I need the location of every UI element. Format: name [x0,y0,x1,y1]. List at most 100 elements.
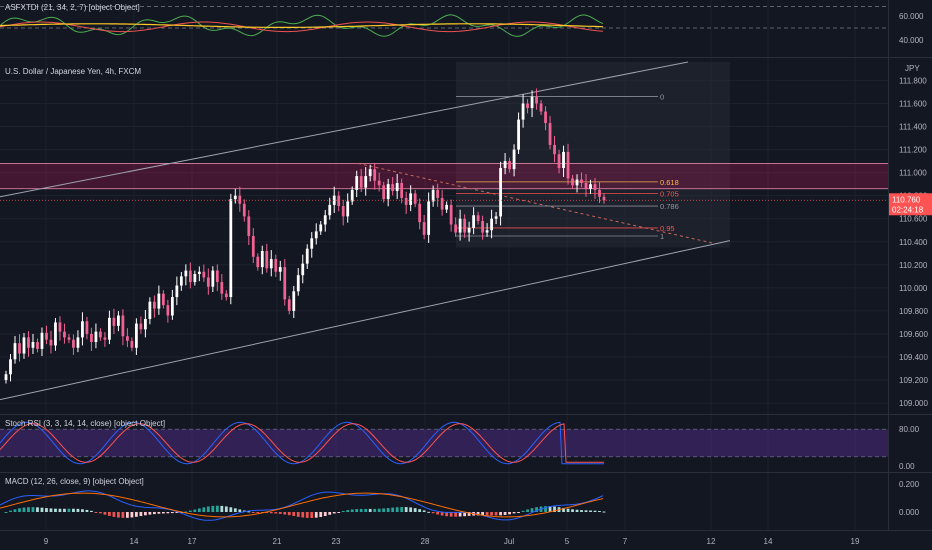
candle [40,327,44,357]
macd-histogram-bar [503,512,507,515]
candle-body [292,291,296,311]
candle [391,177,395,196]
candle-body [391,184,395,192]
trend-line-dashed[interactable] [357,162,713,244]
x-tick-label: 19 [851,537,860,546]
candle [526,99,529,114]
macd-histogram-bar [9,510,12,512]
macd-legend: MACD (12, 26, close, 9) [object Object] [5,477,144,486]
macd-histogram-bar [94,512,98,513]
candle-body [346,201,350,217]
candle [63,323,66,344]
candle [76,330,80,353]
candle-body [602,196,606,201]
candle-body [544,111,547,124]
candle-body [508,161,511,170]
drawing-box[interactable] [456,62,730,248]
candle-body [265,250,269,269]
candle [224,290,228,301]
candle-body [503,161,507,169]
macd-histogram-bar [427,511,431,513]
candle-body [517,119,520,150]
channel-upper[interactable] [0,61,689,198]
candle [481,215,484,240]
candle [454,217,458,237]
candle [134,318,138,355]
currency-label: JPY [905,64,920,73]
macd-histogram-bar [103,512,107,515]
candle-body [278,267,282,272]
channel-lower[interactable] [0,240,731,401]
macd-tick-label: 0.200 [899,480,920,489]
candle [103,332,107,347]
candle-body [4,374,8,381]
candle-body [571,178,574,186]
fib-level-label: 0.95 [660,224,675,233]
candle [382,181,386,203]
candle [152,295,156,318]
macd-histogram-bar [278,512,282,514]
candle [485,223,489,237]
candle [562,145,565,178]
supply-zone[interactable] [0,163,888,189]
candle-body [130,340,134,348]
candle [296,268,300,296]
macd-histogram-bar [233,508,237,512]
candle [377,172,381,192]
y-tick-label: 109.200 [899,376,928,385]
candle-body [36,342,39,349]
macd-histogram-bar [45,508,48,512]
macd-histogram-bar [251,512,255,513]
candle-body [13,343,17,360]
x-tick-label: 28 [421,537,430,546]
price-pane[interactable]: 0 0.618 0.705 0.786 0.951 [0,61,888,401]
candle [94,323,98,349]
candle [557,149,561,174]
candle [341,199,345,226]
candle-body [386,184,390,200]
macd-histogram-bar [544,506,547,512]
macd-histogram-bar [256,512,260,513]
macd-histogram-bar [328,512,332,515]
candle [490,209,493,239]
candle [175,276,179,306]
macd-histogram-bar [485,512,489,516]
candle-body [90,333,93,343]
macd-histogram-bar [31,507,35,512]
macd-histogram-bar [508,512,511,515]
macd-histogram-bar [265,512,269,514]
candle [467,221,471,242]
macd-histogram-bar [391,507,395,512]
candle [251,227,255,263]
macd-histogram-bar [512,512,516,514]
macd-histogram-bar [431,512,435,514]
candle-body [242,203,246,217]
candle [463,214,467,238]
candle-body [521,103,525,120]
macd-histogram-bar [22,507,26,512]
candle [598,181,601,204]
macd-histogram-bar [292,512,296,517]
candle-body [526,103,529,109]
candle [355,170,359,198]
stoch-d-line [0,423,604,463]
candle-body [395,182,399,192]
candle-body [373,169,377,181]
candle-body [539,103,543,112]
price-tag-countdown: 02:24:18 [892,205,924,214]
candle [278,260,282,281]
candle-body [530,96,534,109]
candle-body [143,318,147,330]
candle [373,162,377,190]
candle [359,168,363,192]
candle-body [287,299,291,311]
candle [233,188,237,204]
candle [287,295,291,315]
macd-histogram-bar [13,509,17,512]
y-tick-label: 109.400 [899,353,928,362]
candle [499,161,502,226]
candle-body [58,322,62,332]
macd-histogram-bar [535,507,538,512]
candle-body [18,343,21,354]
